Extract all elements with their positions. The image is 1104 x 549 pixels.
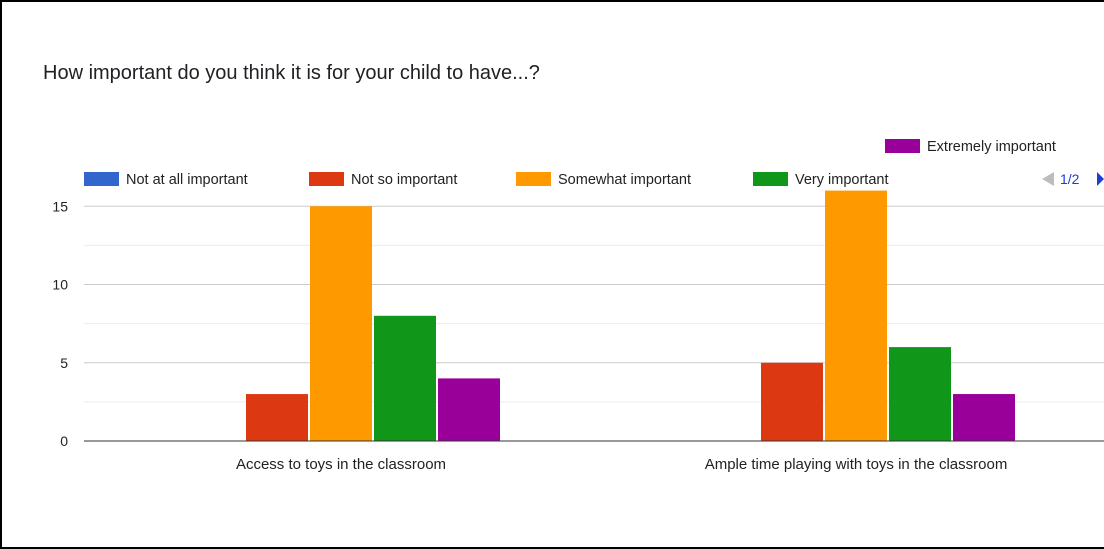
bar-very-important-2[interactable] (889, 347, 951, 441)
y-tick-label: 5 (60, 355, 68, 371)
legend-prev-icon[interactable] (1042, 172, 1054, 186)
legend-label: Extremely important (927, 139, 1056, 155)
legend-item-extremely-important[interactable]: Extremely important (885, 139, 1056, 155)
legend-item-not-at-all-important[interactable]: Not at all important (84, 172, 248, 188)
legend-label: Not at all important (126, 172, 248, 188)
legend-label: Somewhat important (558, 172, 691, 188)
y-axis-ticks: 0 5 10 15 (52, 198, 68, 449)
y-tick-label: 10 (52, 277, 68, 293)
bars (246, 190, 1015, 441)
legend-label: Very important (795, 172, 889, 188)
x-category-label: Ample time playing with toys in the clas… (705, 456, 1008, 473)
legend-pager-label: 1/2 (1060, 171, 1080, 187)
legend-swatch (516, 172, 551, 186)
category-labels: Access to toys in the classroom Ample tim… (236, 456, 1007, 473)
legend-next-icon[interactable] (1097, 172, 1104, 186)
chart-title: How important do you think it is for you… (43, 62, 540, 84)
legend-item-very-important[interactable]: Very important (753, 172, 889, 188)
y-tick-label: 15 (52, 198, 68, 214)
bar-somewhat-important-1[interactable] (310, 206, 372, 441)
legend-swatch (309, 172, 344, 186)
y-tick-label: 0 (60, 433, 68, 449)
bar-extremely-important-1[interactable] (438, 378, 500, 441)
bar-not-so-important-2[interactable] (761, 362, 823, 441)
legend-swatch (885, 139, 920, 153)
legend-item-somewhat-important[interactable]: Somewhat important (516, 172, 691, 188)
bar-not-so-important-1[interactable] (246, 394, 308, 441)
legend-swatch (84, 172, 119, 186)
legend-swatch (753, 172, 788, 186)
bar-very-important-1[interactable] (374, 315, 436, 441)
legend-pager[interactable]: 1/2 (1042, 171, 1104, 187)
legend-label: Not so important (351, 172, 457, 188)
bar-somewhat-important-2[interactable] (825, 190, 887, 441)
legend: Not at all important Not so important Some… (84, 139, 1056, 188)
x-category-label: Access to toys in the classroom (236, 456, 446, 473)
legend-item-not-so-important[interactable]: Not so important (309, 172, 457, 188)
bar-extremely-important-2[interactable] (953, 394, 1015, 441)
